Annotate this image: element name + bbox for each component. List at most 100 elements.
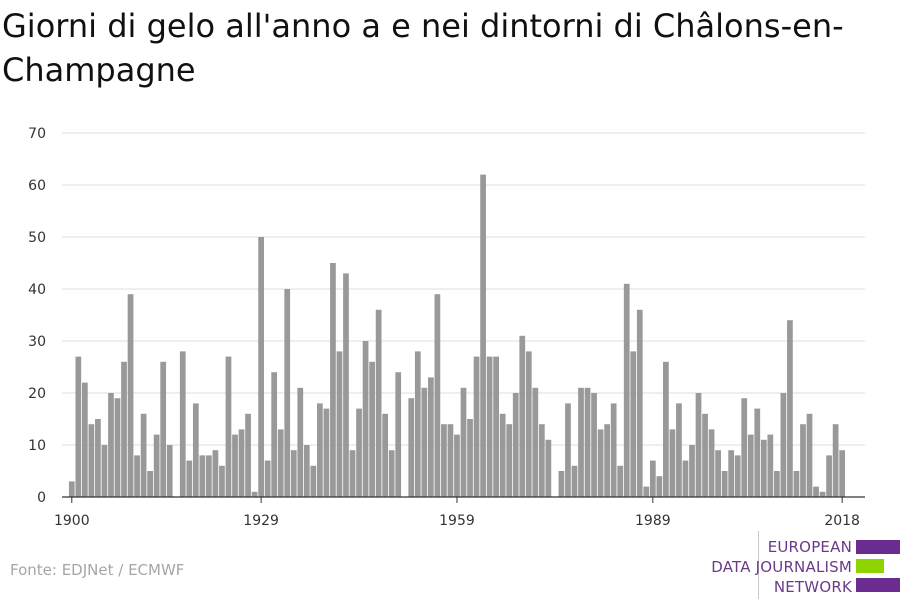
- bar: [760, 439, 767, 497]
- source-note: Fonte: EDJNet / ECMWF: [10, 561, 185, 579]
- bar: [506, 424, 513, 497]
- bar: [813, 486, 819, 497]
- bar: [571, 465, 578, 497]
- bar: [538, 424, 545, 497]
- bar: [343, 273, 349, 497]
- bar: [734, 455, 741, 497]
- bar: [682, 460, 689, 497]
- bar: [258, 237, 264, 497]
- bar: [839, 450, 846, 497]
- bar: [317, 403, 323, 497]
- bar: [480, 174, 486, 497]
- bar: [238, 429, 245, 497]
- y-tick-label: 60: [28, 178, 46, 194]
- edjnet-logo: EUROPEAN DATA JOURNALISM NETWORK: [700, 531, 900, 599]
- x-tick-label: 1989: [635, 513, 671, 529]
- bar: [493, 356, 500, 497]
- bar: [767, 434, 774, 497]
- bar: [793, 471, 800, 497]
- bar: [499, 413, 506, 497]
- bar: [447, 424, 454, 497]
- bar: [81, 382, 88, 497]
- bar: [800, 424, 806, 497]
- bar: [147, 471, 153, 497]
- bar: [604, 424, 610, 497]
- bar: [108, 393, 114, 497]
- bar: [421, 387, 428, 497]
- bar: [95, 419, 101, 497]
- bar: [427, 377, 434, 497]
- bar: [780, 393, 787, 497]
- bar: [330, 263, 336, 497]
- bar: [578, 387, 584, 497]
- bar: [774, 471, 780, 497]
- bar: [414, 351, 421, 497]
- bar: [271, 372, 278, 497]
- bar: [663, 361, 669, 497]
- bar: [460, 387, 467, 497]
- bar: [532, 387, 539, 497]
- logo-divider: [758, 531, 759, 599]
- y-tick-label: 0: [37, 490, 46, 506]
- bar: [68, 481, 75, 497]
- bar: [623, 283, 630, 497]
- bar: [101, 445, 108, 497]
- y-tick-label: 20: [28, 386, 46, 402]
- bar: [584, 387, 591, 497]
- bar: [323, 408, 330, 497]
- bar: [473, 356, 480, 497]
- bar: [369, 361, 375, 497]
- bar: [388, 450, 395, 497]
- bar: [199, 455, 206, 497]
- bar: [160, 361, 167, 497]
- bar: [232, 434, 238, 497]
- bar: [467, 419, 473, 497]
- bar: [454, 434, 460, 497]
- bar: [88, 424, 95, 497]
- bar: [290, 450, 297, 497]
- bar: [721, 471, 728, 497]
- bar: [486, 356, 493, 497]
- bar: [349, 450, 356, 497]
- bar: [689, 445, 695, 497]
- bar: [375, 309, 382, 497]
- bar: [747, 434, 754, 497]
- bar: [297, 387, 304, 497]
- bar: [715, 450, 721, 497]
- x-tick-label: 2018: [824, 513, 860, 529]
- bar: [179, 351, 186, 497]
- bar: [408, 398, 415, 497]
- bar: [434, 294, 441, 497]
- bar: [114, 398, 121, 497]
- bar: [819, 491, 826, 497]
- bar: [127, 294, 134, 497]
- bar: [186, 460, 193, 497]
- x-tick-label: 1929: [243, 513, 279, 529]
- bar: [212, 450, 219, 497]
- bar: [245, 413, 251, 497]
- bar: [565, 403, 571, 497]
- bar: [166, 445, 173, 497]
- bar: [787, 320, 793, 497]
- y-tick-label: 40: [28, 282, 46, 298]
- bar: [395, 372, 402, 497]
- bar: [192, 403, 199, 497]
- bar: [441, 424, 447, 497]
- bar: [591, 393, 597, 497]
- bar: [519, 335, 526, 497]
- bar: [708, 429, 715, 497]
- y-tick-label: 50: [28, 230, 46, 246]
- bar: [741, 398, 748, 497]
- bar: [362, 341, 369, 497]
- y-tick-label: 30: [28, 334, 46, 350]
- logo-bar-green: [856, 559, 884, 573]
- bar: [832, 424, 839, 497]
- y-tick-label: 10: [28, 438, 46, 454]
- logo-line-2: DATA JOURNALISM: [711, 558, 852, 576]
- bar: [826, 455, 832, 497]
- bar: [597, 429, 604, 497]
- bar: [251, 491, 258, 497]
- bar: [643, 486, 650, 497]
- logo-bar-purple-top: [856, 540, 900, 554]
